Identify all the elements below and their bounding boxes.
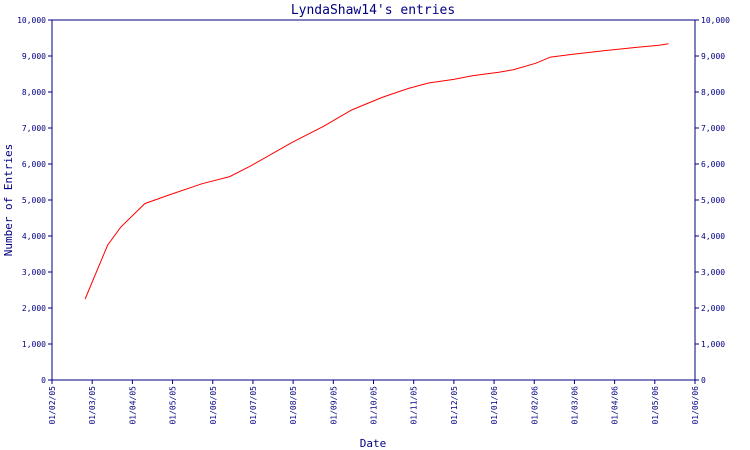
x-tick-label: 01/08/05	[289, 386, 298, 425]
y-tick-label-right: 10,000	[701, 16, 730, 25]
right-axis: 0 1,000 2,000 3,000 4,000 5,000 6,000 7,000 8,00…	[695, 16, 730, 385]
y-tick-label-left: 0	[41, 376, 46, 385]
x-tick-label: 01/01/06	[490, 386, 499, 425]
x-tick-label: 01/04/05	[128, 386, 137, 425]
y-axis-label: Number of Entries	[2, 144, 15, 257]
x-tick-label: 01/03/05	[88, 386, 97, 425]
y-tick-label-right: 4,000	[701, 232, 725, 241]
y-tick-label-left: 1,000	[22, 340, 46, 349]
y-tick-label-left: 4,000	[22, 232, 46, 241]
y-tick-label-left: 3,000	[22, 268, 46, 277]
y-tick-label-right: 9,000	[701, 52, 725, 61]
plot-area	[51, 19, 696, 381]
x-tick-label: 01/04/06	[611, 386, 620, 425]
x-tick-label: 01/10/05	[370, 386, 379, 425]
chart-title: LyndaShaw14's entries	[291, 3, 455, 18]
y-tick-label-right: 5,000	[701, 196, 725, 205]
y-tick-label-right: 8,000	[701, 88, 725, 97]
y-tick-label-left: 7,000	[22, 124, 46, 133]
y-tick-label-right: 3,000	[701, 268, 725, 277]
y-tick-label-right: 6,000	[701, 160, 725, 169]
x-tick-label: 01/02/06	[530, 386, 539, 425]
y-tick-label-right: 0	[701, 376, 706, 385]
y-tick-label-left: 5,000	[22, 196, 46, 205]
x-axis: 01/02/05 01/03/05 01/04/05 01/05/05 01/06/05…	[48, 380, 700, 425]
x-tick-label: 01/06/06	[691, 386, 700, 425]
x-tick-label: 01/12/05	[450, 386, 459, 425]
x-tick-label: 01/02/05	[48, 386, 57, 425]
y-tick-label-left: 10,000	[17, 16, 46, 25]
y-tick-label-right: 1,000	[701, 340, 725, 349]
x-tick-label: 01/03/06	[570, 386, 579, 425]
x-tick-label: 01/11/05	[410, 386, 419, 425]
y-tick-label-left: 6,000	[22, 160, 46, 169]
y-tick-label-right: 7,000	[701, 124, 725, 133]
x-axis-label: Date	[360, 437, 387, 450]
y-tick-label-right: 2,000	[701, 304, 725, 313]
y-tick-label-left: 8,000	[22, 88, 46, 97]
x-tick-label: 01/05/05	[169, 386, 178, 425]
y-tick-label-left: 9,000	[22, 52, 46, 61]
x-tick-label: 01/07/05	[249, 386, 258, 425]
x-tick-label: 01/09/05	[329, 386, 338, 425]
y-tick-label-left: 2,000	[22, 304, 46, 313]
series-line	[84, 43, 669, 300]
x-tick-label: 01/05/06	[651, 386, 660, 425]
x-tick-label: 01/06/05	[209, 386, 218, 425]
left-axis: 0 1,000 2,000 3,000 4,000 5,000 6,000 7,000 8,00…	[17, 16, 52, 385]
